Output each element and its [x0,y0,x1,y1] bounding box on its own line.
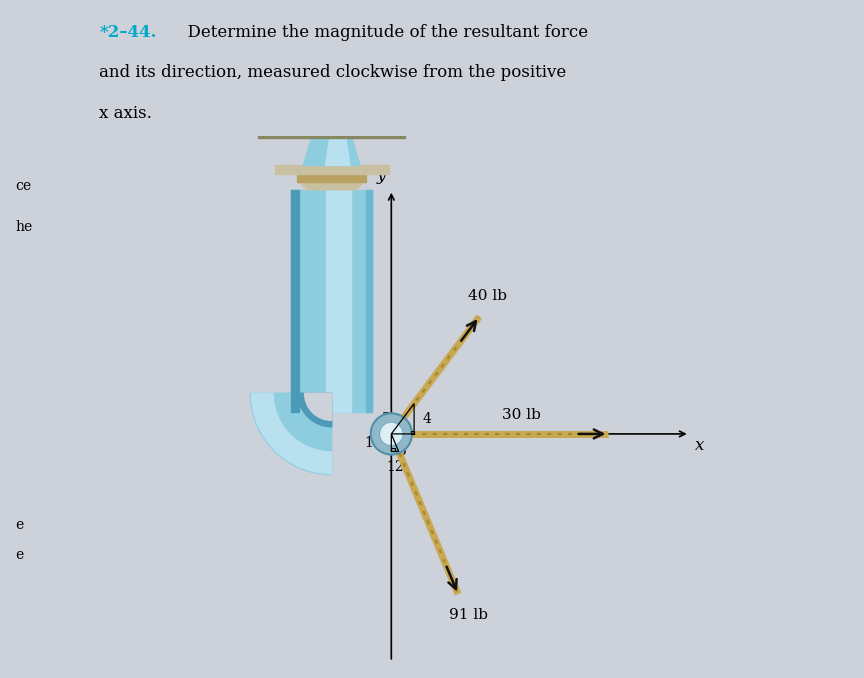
Wedge shape [304,393,332,420]
Wedge shape [251,393,332,475]
Circle shape [371,414,412,454]
Text: 4: 4 [422,412,431,426]
Circle shape [379,422,403,446]
Text: and its direction, measured clockwise from the positive: and its direction, measured clockwise fr… [99,64,567,81]
Text: e: e [16,518,24,532]
Wedge shape [291,353,372,434]
Text: 40 lb: 40 lb [467,290,507,303]
Polygon shape [291,190,299,412]
Polygon shape [327,190,351,412]
Text: 5: 5 [400,424,410,439]
Polygon shape [275,165,389,174]
Text: 5: 5 [382,412,391,426]
Ellipse shape [245,100,418,127]
Text: ce: ce [16,179,32,193]
Text: y: y [377,167,386,184]
Polygon shape [258,130,405,138]
Text: he: he [16,220,33,233]
Text: 30 lb: 30 lb [502,408,541,422]
Text: *2–44.: *2–44. [99,24,157,41]
Ellipse shape [237,104,427,134]
Text: e: e [16,549,24,562]
Polygon shape [365,190,372,412]
Text: 3: 3 [398,443,407,458]
Polygon shape [326,138,350,165]
Polygon shape [303,138,360,165]
Text: x axis.: x axis. [99,105,152,122]
Text: 91 lb: 91 lb [449,607,488,622]
Text: 13: 13 [365,436,382,450]
Text: x: x [695,437,704,454]
Polygon shape [299,182,365,190]
Wedge shape [298,393,332,427]
Text: Determine the magnitude of the resultant force: Determine the magnitude of the resultant… [177,24,588,41]
Polygon shape [297,174,366,182]
Text: 12: 12 [386,460,403,473]
Wedge shape [251,393,332,473]
Wedge shape [304,393,332,420]
Polygon shape [291,190,372,412]
